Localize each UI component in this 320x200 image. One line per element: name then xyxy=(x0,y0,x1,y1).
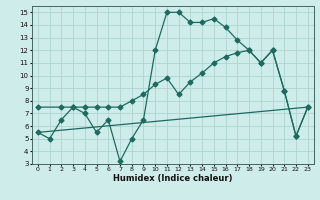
X-axis label: Humidex (Indice chaleur): Humidex (Indice chaleur) xyxy=(113,174,233,183)
